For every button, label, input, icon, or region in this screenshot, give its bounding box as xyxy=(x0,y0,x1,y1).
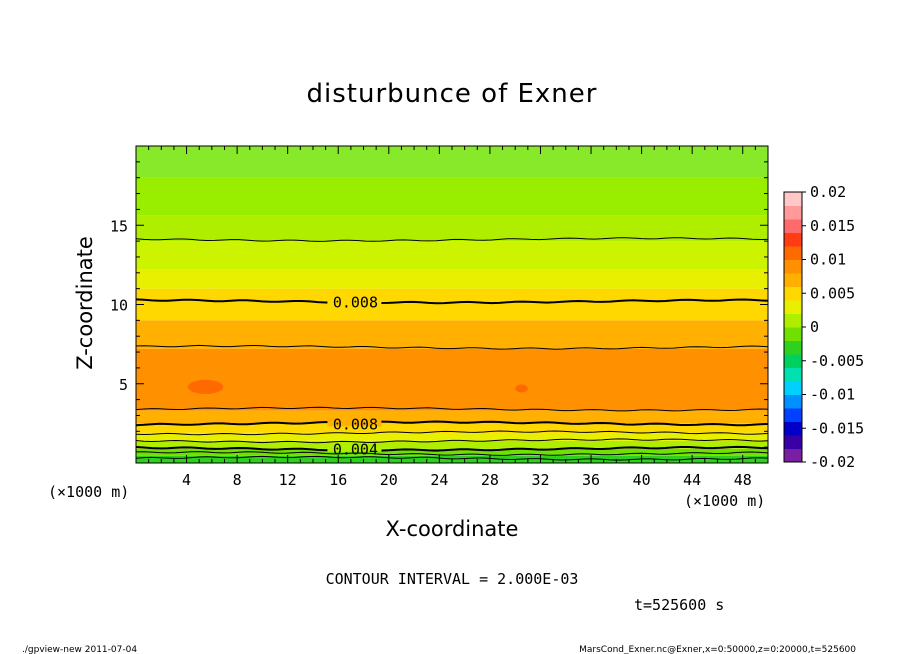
band-6 xyxy=(136,348,768,411)
x-tick-label-36: 36 xyxy=(582,471,600,489)
x-tick-label-16: 16 xyxy=(329,471,347,489)
contour-label-2: 0.004 xyxy=(333,441,378,459)
contour-line-5 xyxy=(135,420,769,427)
contour-labels: 0.008 0.008 0.004 xyxy=(327,293,382,459)
contour-label-gap-0 xyxy=(327,298,382,305)
colorbar-swatch-17 xyxy=(784,219,802,233)
footer-right: MarsCond_Exner.nc@Exner,x=0:50000,z=0:20… xyxy=(579,645,856,654)
x-tick-label-28: 28 xyxy=(481,471,499,489)
y-tick-label-5: 5 xyxy=(119,376,128,394)
colorbar-swatch-7 xyxy=(784,354,802,368)
time-label: t=525600 s xyxy=(634,596,724,614)
x-tick-label-44: 44 xyxy=(683,471,701,489)
local-high-0 xyxy=(187,379,224,395)
contour-line-2 xyxy=(135,445,769,452)
colorbar-swatch-10 xyxy=(784,313,802,328)
colorbar-swatch-6 xyxy=(784,367,802,382)
colorbar-swatch-16 xyxy=(784,232,802,247)
colorbar: 0.02 0.015 0.01 0.005 0 -0.005 -0.01 -0.015 -0.0… xyxy=(783,183,864,471)
band-8 xyxy=(136,288,768,321)
contour-label-1: 0.008 xyxy=(333,415,378,433)
colorbar-tick-label-5: -0.005 xyxy=(810,352,864,370)
colorbar-swatch-3 xyxy=(784,408,802,422)
colorbar-swatch-4 xyxy=(784,394,802,409)
band-7 xyxy=(136,320,768,349)
x-tick-label-4: 4 xyxy=(182,471,191,489)
band-11 xyxy=(136,215,768,242)
colorbar-swatch-8 xyxy=(784,340,802,355)
contour-line-3 xyxy=(135,438,769,444)
contour-label-gap-2 xyxy=(327,445,382,452)
band-3 xyxy=(136,432,768,441)
colorbar-swatch-15 xyxy=(784,246,802,260)
contour-line-7 xyxy=(135,344,769,350)
band-12 xyxy=(136,177,768,216)
colorbar-swatch-14 xyxy=(784,259,802,274)
contour-label-gap-1 xyxy=(327,420,382,427)
colorbar-tick-label-2: 0.01 xyxy=(810,251,846,269)
colorbar-tick-label-3: 0.005 xyxy=(810,284,855,302)
contour-lines xyxy=(135,237,769,461)
contour-line-4 xyxy=(135,430,769,436)
colorbar-swatch-0 xyxy=(784,448,802,463)
colorbar-swatch-13 xyxy=(784,273,802,287)
colorbar-swatch-18 xyxy=(784,205,802,220)
colorbar-swatch-1 xyxy=(784,435,802,449)
x-unit-left: (×1000 m) xyxy=(48,483,129,501)
colorbar-tick-label-6: -0.01 xyxy=(810,386,855,404)
x-tick-label-48: 48 xyxy=(734,471,752,489)
footer-left: ./gpview-new 2011-07-04 xyxy=(22,645,137,654)
contour-line-6 xyxy=(135,406,769,412)
colorbar-swatch-19 xyxy=(784,192,802,206)
local-high-1 xyxy=(515,384,528,393)
x-tick-label-40: 40 xyxy=(633,471,651,489)
colorbar-tick-label-1: 0.015 xyxy=(810,217,855,235)
colorbar-tick-label-8: -0.02 xyxy=(810,453,855,471)
band-5 xyxy=(136,410,768,424)
x-tick-label-32: 32 xyxy=(531,471,549,489)
x-tick-label-8: 8 xyxy=(233,471,242,489)
colorbar-tick-label-7: -0.015 xyxy=(810,419,864,437)
band-4 xyxy=(136,423,768,433)
contour-interval: CONTOUR INTERVAL = 2.000E-03 xyxy=(326,570,579,588)
x-unit-right: (×1000 m) xyxy=(684,492,765,510)
y-axis-label: Z-coordinate xyxy=(73,236,97,370)
contour-label-0: 0.008 xyxy=(333,293,378,311)
colorbar-tick-label-4: 0 xyxy=(810,318,819,336)
contour-line-9 xyxy=(135,237,769,242)
y-axis-ticks: 5 10 15 xyxy=(110,161,768,448)
x-tick-label-12: 12 xyxy=(279,471,297,489)
y-tick-label-10: 10 xyxy=(110,297,128,315)
plot-area xyxy=(136,146,768,463)
band-10 xyxy=(136,241,768,270)
colorbar-swatch-5 xyxy=(784,381,802,395)
x-axis-label: X-coordinate xyxy=(386,517,519,541)
x-tick-label-20: 20 xyxy=(380,471,398,489)
band-13 xyxy=(136,146,768,178)
band-9 xyxy=(136,269,768,289)
colorbar-swatch-11 xyxy=(784,300,802,314)
contour-line-1 xyxy=(135,451,769,456)
colorbar-swatch-2 xyxy=(784,421,802,436)
contour-line-8 xyxy=(135,298,769,305)
y-tick-label-15: 15 xyxy=(110,217,128,235)
x-axis-ticks: 4 8 12 16 20 24 28 32 36 40 44 48 xyxy=(148,146,756,489)
band-2 xyxy=(136,440,768,449)
colorbar-swatch-12 xyxy=(784,286,802,301)
x-tick-label-24: 24 xyxy=(430,471,448,489)
colorbar-tick-label-0: 0.02 xyxy=(810,183,846,201)
contour-line-0 xyxy=(135,455,769,461)
colorbar-swatch-9 xyxy=(784,327,802,341)
chart-title: disturbunce of Exner xyxy=(307,79,598,109)
band-1 xyxy=(136,448,768,456)
